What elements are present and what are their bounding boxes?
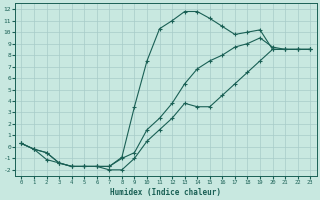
X-axis label: Humidex (Indice chaleur): Humidex (Indice chaleur) xyxy=(110,188,221,197)
